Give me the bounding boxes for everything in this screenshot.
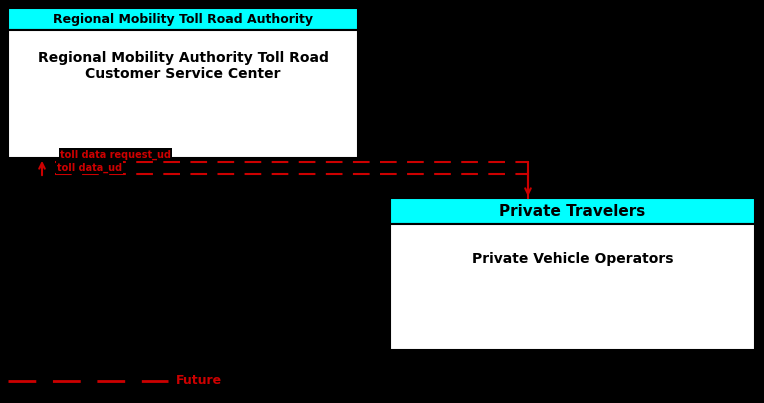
Text: Private Travelers: Private Travelers [500,204,646,218]
Text: toll data_ud: toll data_ud [57,163,122,173]
Text: Private Vehicle Operators: Private Vehicle Operators [471,252,673,266]
Text: toll data request_ud: toll data request_ud [60,150,171,160]
Text: Regional Mobility Toll Road Authority: Regional Mobility Toll Road Authority [53,12,313,25]
Text: Future: Future [176,374,222,388]
Bar [8,30,358,158]
Text: Regional Mobility Authority Toll Road
Customer Service Center: Regional Mobility Authority Toll Road Cu… [37,51,329,81]
Bar [390,224,755,350]
Bar [8,8,358,30]
Bar [390,198,755,224]
